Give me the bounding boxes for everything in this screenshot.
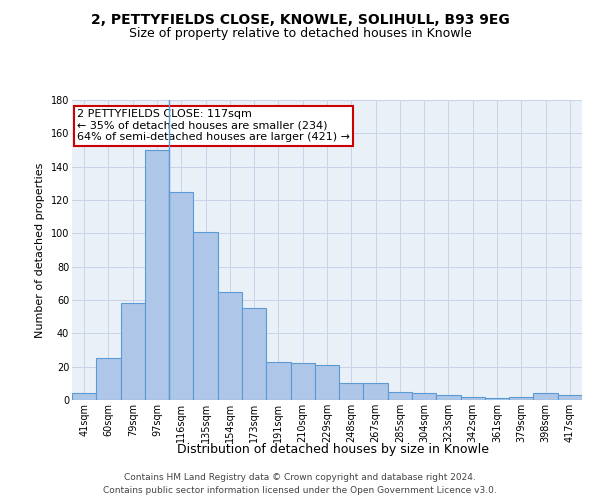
Bar — [485, 398, 509, 400]
Bar — [412, 394, 436, 400]
Bar — [242, 308, 266, 400]
Text: 2 PETTYFIELDS CLOSE: 117sqm
← 35% of detached houses are smaller (234)
64% of se: 2 PETTYFIELDS CLOSE: 117sqm ← 35% of det… — [77, 109, 350, 142]
Bar — [339, 384, 364, 400]
Bar — [218, 292, 242, 400]
Bar — [96, 358, 121, 400]
Bar — [388, 392, 412, 400]
Text: 2, PETTYFIELDS CLOSE, KNOWLE, SOLIHULL, B93 9EG: 2, PETTYFIELDS CLOSE, KNOWLE, SOLIHULL, … — [91, 12, 509, 26]
Bar — [364, 384, 388, 400]
Bar — [436, 395, 461, 400]
Bar — [72, 394, 96, 400]
Bar — [121, 304, 145, 400]
Bar — [169, 192, 193, 400]
Bar — [533, 394, 558, 400]
Bar — [193, 232, 218, 400]
Bar — [290, 364, 315, 400]
Text: Distribution of detached houses by size in Knowle: Distribution of detached houses by size … — [177, 442, 489, 456]
Bar — [145, 150, 169, 400]
Bar — [558, 395, 582, 400]
Bar — [266, 362, 290, 400]
Text: Size of property relative to detached houses in Knowle: Size of property relative to detached ho… — [128, 28, 472, 40]
Bar — [461, 396, 485, 400]
Y-axis label: Number of detached properties: Number of detached properties — [35, 162, 45, 338]
Bar — [509, 396, 533, 400]
Text: Contains HM Land Registry data © Crown copyright and database right 2024.
Contai: Contains HM Land Registry data © Crown c… — [103, 474, 497, 495]
Bar — [315, 365, 339, 400]
